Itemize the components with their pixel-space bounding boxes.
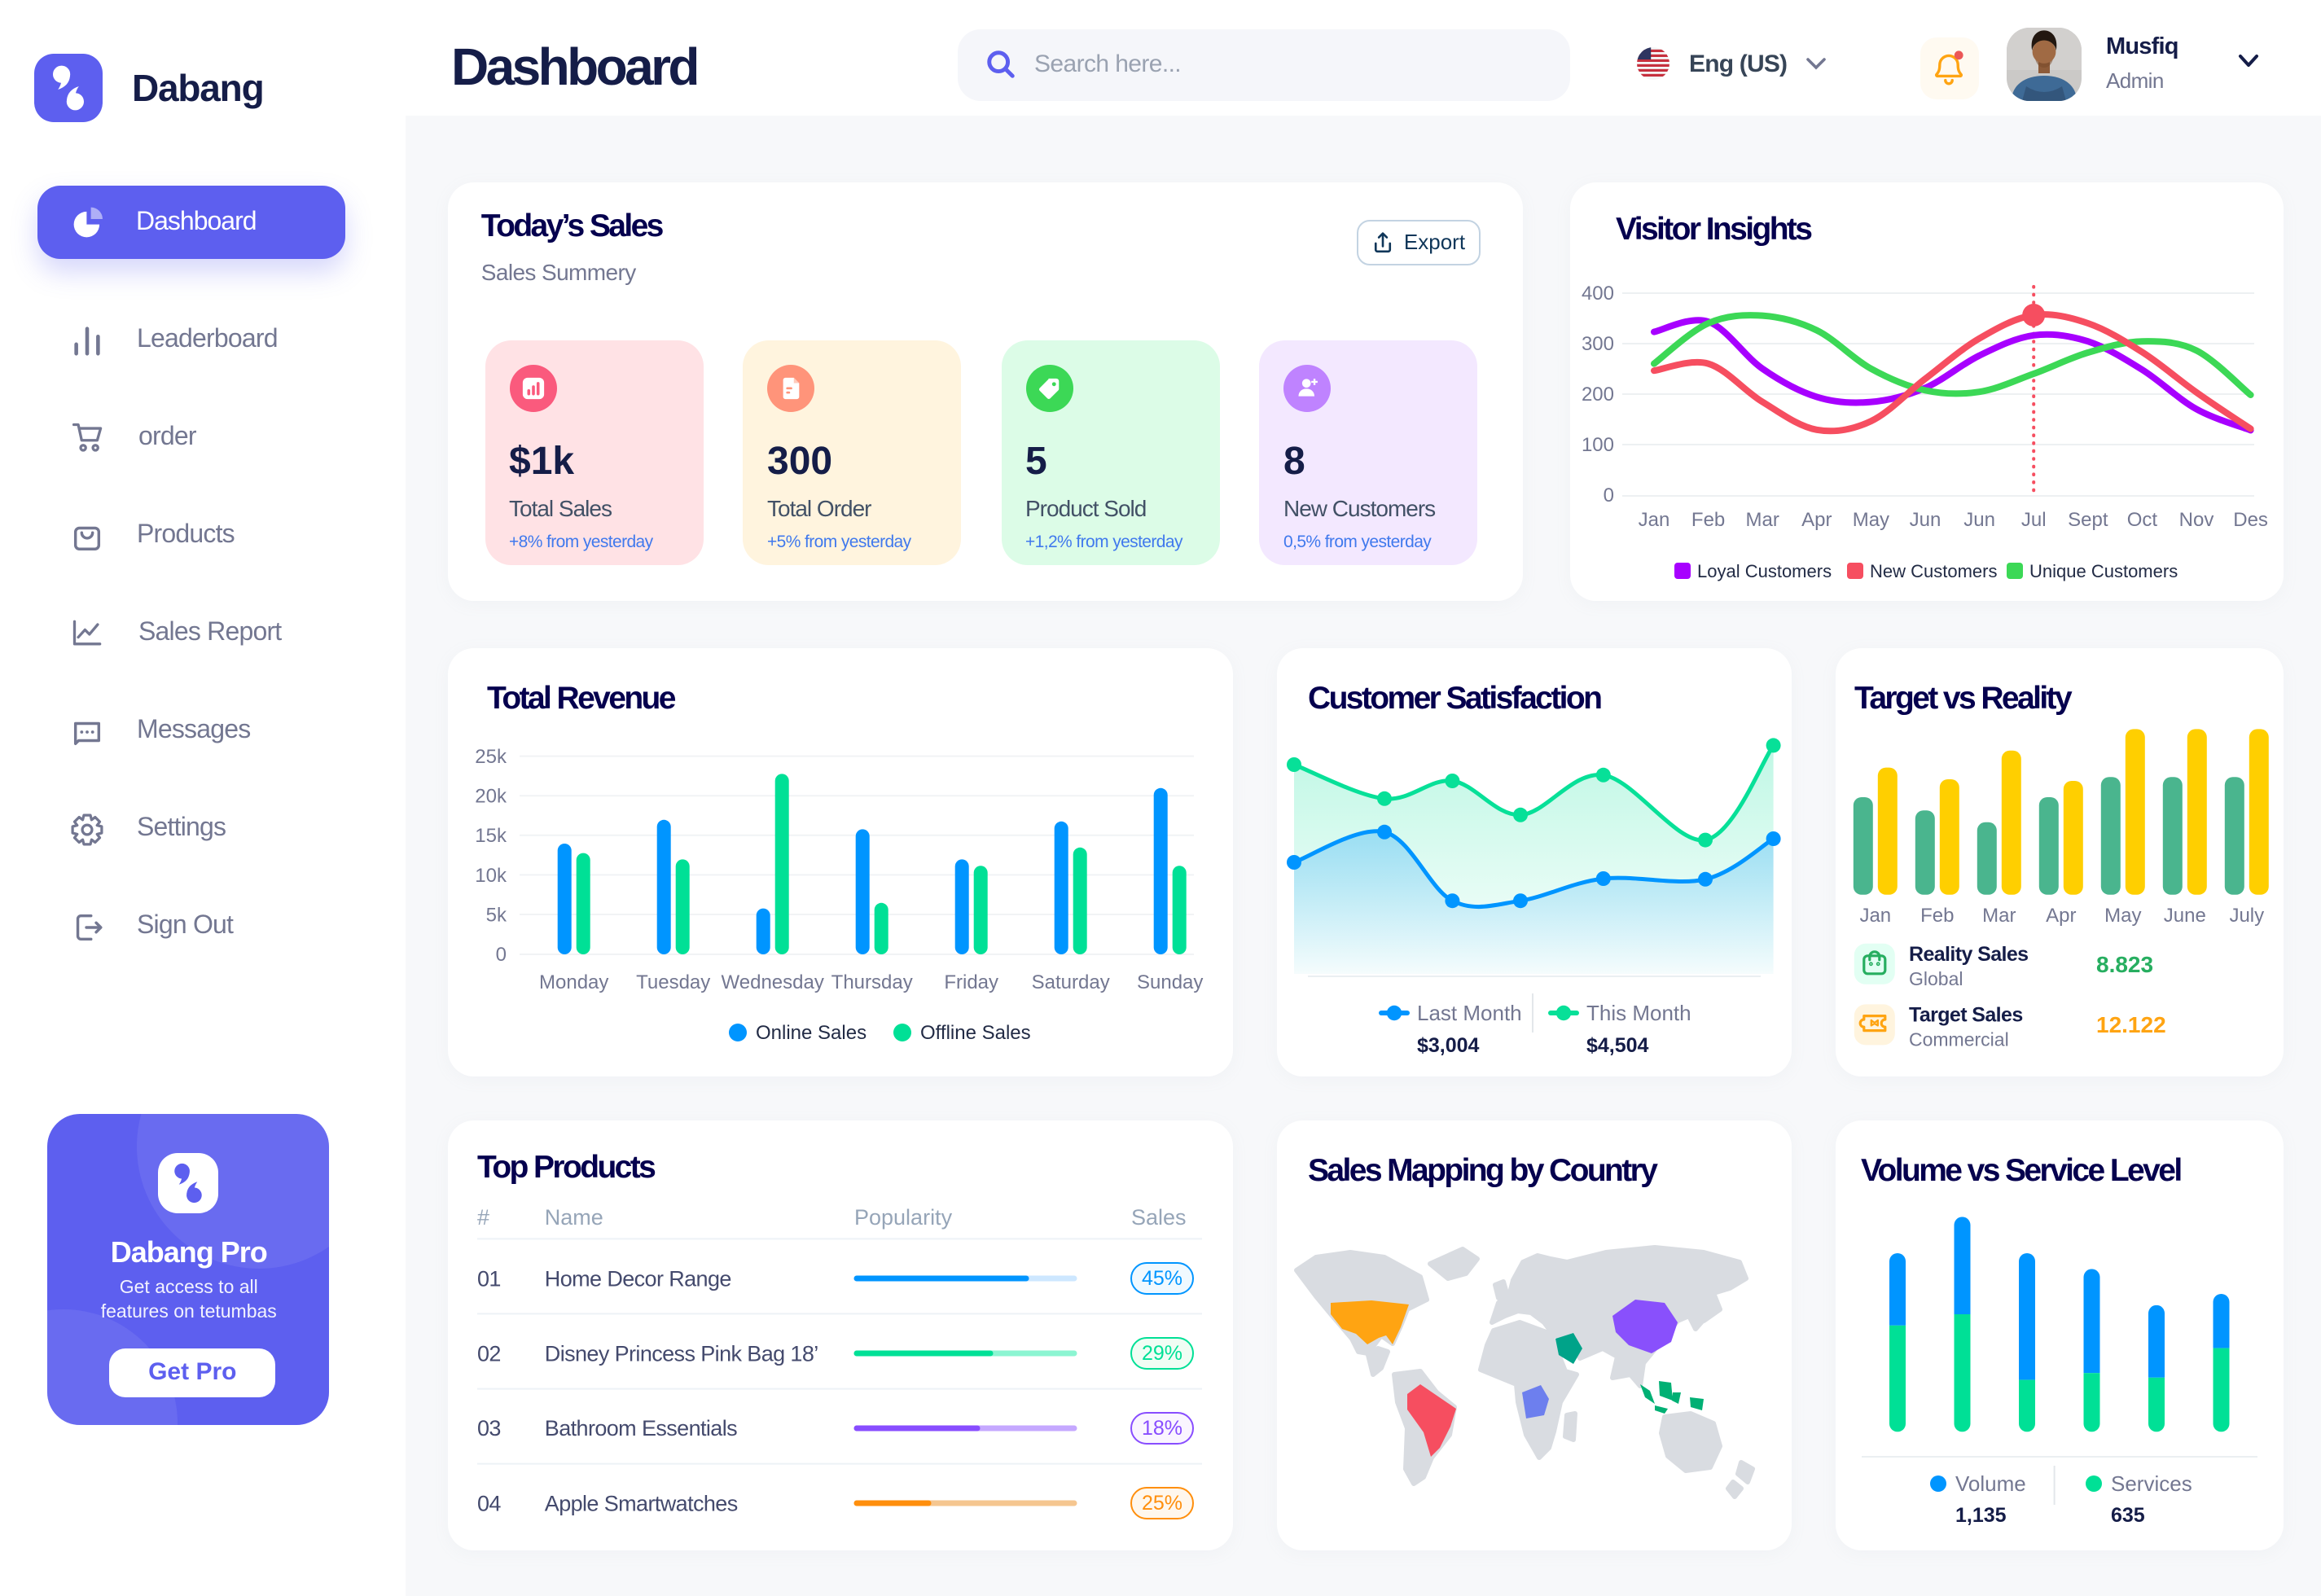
svg-text:Apr: Apr [2045, 904, 2075, 926]
svg-text:Feb: Feb [1691, 508, 1725, 530]
svg-text:May: May [2104, 904, 2140, 926]
svg-text:Offline Sales: Offline Sales [920, 1021, 1031, 1043]
svg-text:Target Sales: Target Sales [1908, 1003, 2022, 1026]
svg-text:Home Decor Range: Home Decor Range [545, 1266, 731, 1291]
svg-text:Friday: Friday [944, 971, 998, 993]
svg-text:Commercial: Commercial [1908, 1028, 2008, 1050]
svg-text:Jun: Jun [1963, 508, 1995, 530]
svg-text:300: 300 [1582, 332, 1614, 354]
svg-text:Des: Des [2233, 508, 2268, 530]
svg-text:01: 01 [477, 1266, 501, 1291]
svg-text:15k: 15k [475, 824, 507, 846]
svg-text:Unique Customers: Unique Customers [2029, 560, 2178, 581]
svg-text:02: 02 [477, 1341, 501, 1366]
svg-text:Online Sales: Online Sales [756, 1021, 867, 1043]
svg-text:29%: 29% [1142, 1341, 1182, 1364]
svg-text:Mar: Mar [1746, 508, 1779, 530]
svg-text:Sept: Sept [2068, 508, 2108, 530]
svg-text:Nov: Nov [2179, 508, 2214, 530]
svg-text:100: 100 [1582, 433, 1614, 455]
svg-text:18%: 18% [1142, 1416, 1182, 1439]
svg-text:#: # [477, 1204, 489, 1229]
svg-text:Loyal Customers: Loyal Customers [1697, 560, 1832, 581]
svg-text:$4,504: $4,504 [1586, 1033, 1649, 1056]
svg-text:0: 0 [496, 943, 507, 965]
svg-text:Reality Sales: Reality Sales [1908, 942, 2027, 965]
svg-text:8.823: 8.823 [2095, 951, 2152, 976]
svg-text:July: July [2228, 904, 2263, 926]
svg-text:Tuesday: Tuesday [636, 971, 710, 993]
svg-text:June: June [2163, 904, 2205, 926]
svg-text:0: 0 [1604, 484, 1614, 506]
svg-text:New Customers: New Customers [1870, 560, 1997, 581]
svg-text:May: May [1853, 508, 1889, 530]
svg-text:Services: Services [2110, 1471, 2192, 1495]
svg-text:Sales: Sales [1131, 1204, 1187, 1229]
svg-text:Monday: Monday [539, 971, 608, 993]
svg-text:Oct: Oct [2127, 508, 2158, 530]
svg-text:12.122: 12.122 [2095, 1011, 2165, 1037]
svg-text:Apple Smartwatches: Apple Smartwatches [545, 1491, 738, 1515]
svg-text:Wednesday: Wednesday [722, 971, 824, 993]
svg-text:45%: 45% [1142, 1266, 1182, 1289]
svg-text:Feb: Feb [1920, 904, 1953, 926]
svg-text:Popularity: Popularity [854, 1204, 953, 1229]
svg-text:This Month: This Month [1586, 1000, 1691, 1024]
svg-text:Volume: Volume [1955, 1471, 2025, 1495]
svg-text:Thursday: Thursday [831, 971, 913, 993]
svg-text:Last Month: Last Month [1417, 1000, 1522, 1024]
svg-text:Global: Global [1908, 967, 1962, 989]
svg-text:03: 03 [477, 1415, 501, 1440]
svg-text:200: 200 [1582, 383, 1614, 405]
svg-text:04: 04 [477, 1491, 501, 1515]
svg-text:Disney Princess Pink Bag 18’: Disney Princess Pink Bag 18’ [545, 1341, 818, 1366]
svg-text:Jul: Jul [2021, 508, 2047, 530]
svg-text:Jan: Jan [1858, 904, 1890, 926]
svg-text:1,135: 1,135 [1955, 1503, 2006, 1526]
svg-text:Bathroom Essentials: Bathroom Essentials [545, 1415, 737, 1440]
svg-text:5k: 5k [486, 903, 507, 925]
svg-text:Jan: Jan [1639, 508, 1670, 530]
svg-text:635: 635 [2110, 1503, 2144, 1526]
svg-text:Name: Name [545, 1204, 603, 1229]
svg-text:25k: 25k [475, 745, 507, 767]
svg-text:Mar: Mar [1981, 904, 2015, 926]
svg-text:25%: 25% [1142, 1491, 1182, 1514]
svg-text:20k: 20k [475, 785, 507, 807]
svg-text:400: 400 [1582, 282, 1614, 304]
svg-text:10k: 10k [475, 864, 507, 886]
svg-text:Saturday: Saturday [1032, 971, 1110, 993]
svg-text:$3,004: $3,004 [1417, 1033, 1480, 1056]
svg-text:Jun: Jun [1910, 508, 1941, 530]
svg-text:Apr: Apr [1801, 508, 1832, 530]
svg-text:Sunday: Sunday [1137, 971, 1203, 993]
